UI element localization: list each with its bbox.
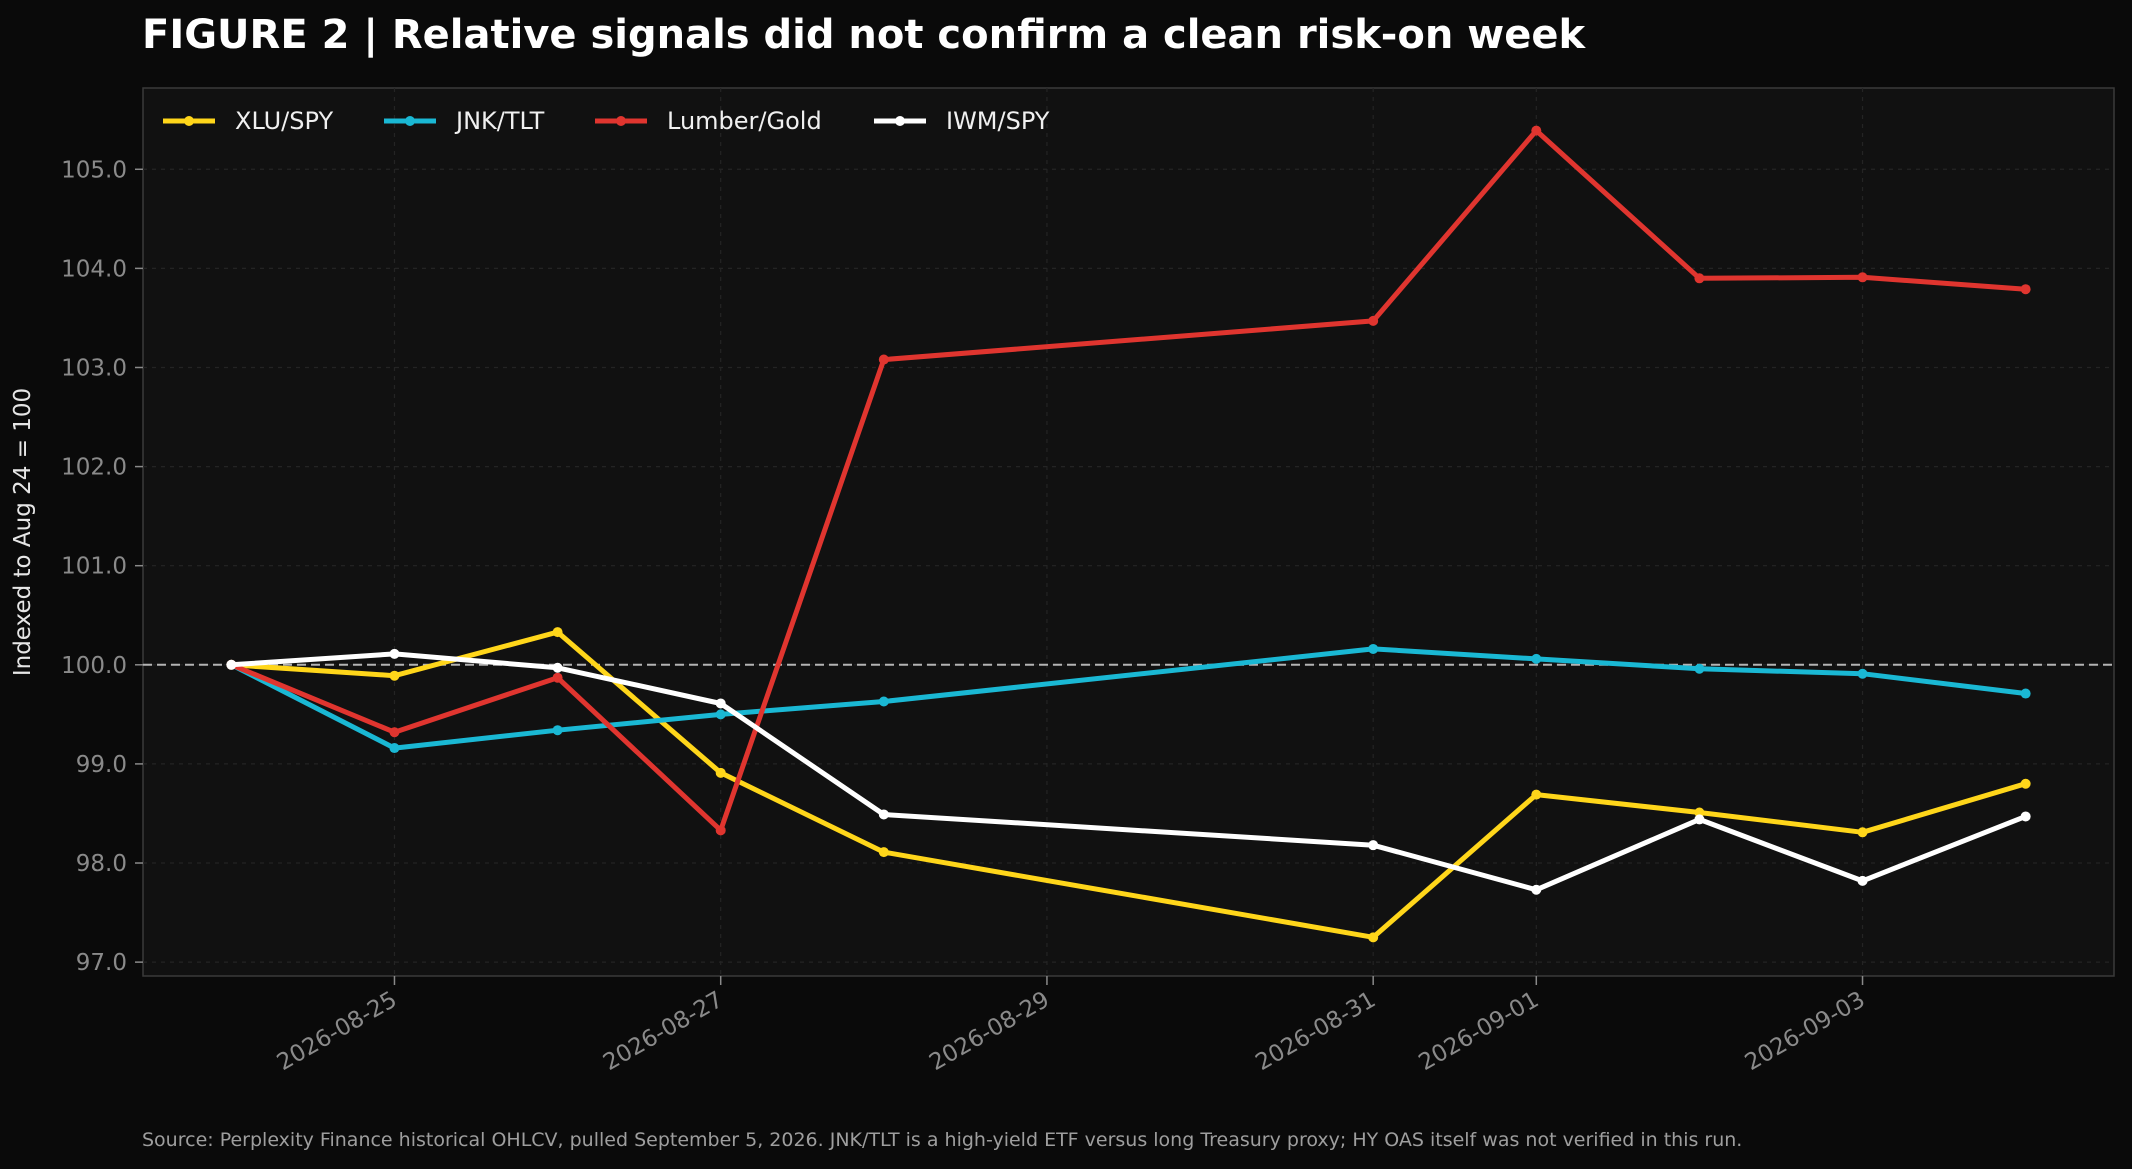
series-line	[228, 128, 2029, 833]
data-point	[2020, 778, 2031, 789]
data-point	[1368, 315, 1379, 326]
data-point	[1857, 668, 1868, 679]
data-point	[1531, 653, 1542, 664]
data-point	[1368, 643, 1379, 654]
legend-marker	[616, 116, 626, 126]
legend-label: JNK/TLT	[454, 107, 545, 135]
legend-item: IWM/SPY	[874, 107, 1050, 135]
legend-label: IWM/SPY	[946, 107, 1050, 135]
y-tick-label: 98.0	[76, 851, 127, 877]
legend-item: JNK/TLT	[384, 107, 545, 135]
plot-area	[142, 87, 2115, 977]
data-point	[2020, 284, 2031, 295]
data-point	[389, 727, 400, 738]
legend-marker	[895, 116, 905, 126]
data-point	[1694, 273, 1705, 284]
data-point	[1857, 827, 1868, 838]
x-tick-label: 2026-09-01	[1415, 987, 1544, 1076]
data-point	[715, 698, 726, 709]
data-point	[878, 809, 889, 820]
y-tick-label: 102.0	[61, 455, 127, 481]
data-point	[552, 627, 563, 638]
data-point	[1531, 125, 1542, 136]
x-tick-label: 2026-08-29	[925, 987, 1054, 1076]
legend-label: XLU/SPY	[235, 107, 333, 135]
y-axis-label: Indexed to Aug 24 = 100	[10, 388, 36, 676]
data-point	[715, 825, 726, 836]
data-point	[2020, 688, 2031, 699]
data-point	[226, 659, 237, 670]
data-point	[1531, 789, 1542, 800]
data-point	[1368, 840, 1379, 851]
page-title: FIGURE 2 | Relative signals did not conf…	[142, 12, 1586, 58]
data-point	[1857, 875, 1868, 886]
data-point	[715, 767, 726, 778]
data-point	[2020, 811, 2031, 822]
series-line	[228, 646, 2029, 751]
data-point	[389, 743, 400, 754]
y-tick-label: 103.0	[61, 355, 127, 381]
series-line	[228, 629, 2029, 940]
legend-item: XLU/SPY	[163, 107, 333, 135]
data-point	[878, 354, 889, 365]
legend-marker	[184, 116, 194, 126]
x-tick-label: 2026-08-31	[1251, 987, 1380, 1076]
x-axis: 2026-08-25 2026-08-27 2026-08-29 2026-08-31…	[273, 976, 1870, 1076]
y-axis: 97.0 98.0 99.0 100.0 101.0 102.0 103.0 104.0 105…	[61, 157, 143, 976]
data-point	[1694, 663, 1705, 674]
y-tick-label: 101.0	[61, 554, 127, 580]
data-point	[1694, 814, 1705, 825]
legend-marker	[405, 116, 415, 126]
data-point	[552, 672, 563, 683]
y-tick-label: 105.0	[61, 157, 127, 183]
x-tick-label: 2026-08-27	[599, 987, 728, 1076]
source-note: Source: Perplexity Finance historical OH…	[142, 1129, 1743, 1151]
data-point	[389, 648, 400, 659]
data-point	[715, 709, 726, 720]
legend-item: Lumber/Gold	[595, 107, 822, 135]
data-point	[1531, 884, 1542, 895]
series-line	[228, 651, 2029, 893]
data-point	[552, 662, 563, 673]
y-tick-label: 100.0	[61, 653, 127, 679]
y-tick-label: 104.0	[61, 256, 127, 282]
data-point	[1694, 807, 1705, 818]
data-point	[1368, 932, 1379, 943]
x-tick-label: 2026-09-03	[1741, 987, 1870, 1076]
data-point	[878, 847, 889, 858]
y-tick-label: 97.0	[76, 950, 127, 976]
data-point	[552, 725, 563, 736]
legend: XLU/SPY JNK/TLT Lumber/Gold IWM/SPY	[163, 107, 1050, 135]
data-point	[878, 696, 889, 707]
y-tick-label: 99.0	[76, 752, 127, 778]
data-point	[1857, 272, 1868, 283]
series-iwm-spy	[226, 648, 2031, 895]
data-point	[389, 670, 400, 681]
legend-label: Lumber/Gold	[667, 107, 822, 135]
x-tick-label: 2026-08-25	[273, 987, 402, 1076]
series-group	[226, 125, 2031, 943]
